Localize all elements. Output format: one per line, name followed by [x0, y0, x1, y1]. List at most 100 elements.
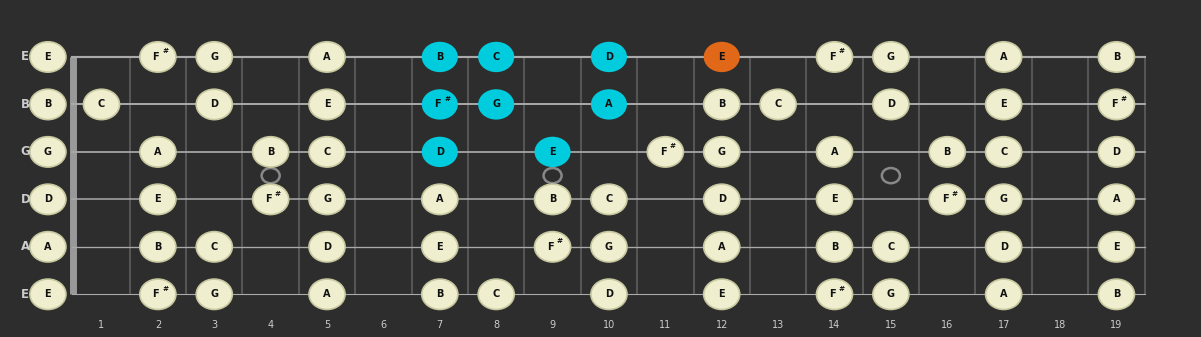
- Circle shape: [309, 42, 345, 72]
- Text: C: C: [605, 194, 613, 204]
- Text: #: #: [838, 48, 844, 54]
- Text: #: #: [838, 285, 844, 292]
- Text: F: F: [829, 289, 836, 299]
- Text: B: B: [1113, 52, 1121, 62]
- Circle shape: [139, 184, 175, 215]
- Circle shape: [422, 42, 458, 72]
- Text: 17: 17: [998, 320, 1010, 330]
- Text: E: E: [436, 242, 443, 252]
- Text: E: E: [22, 288, 29, 301]
- Text: F: F: [265, 194, 271, 204]
- Text: A: A: [323, 289, 330, 299]
- Text: C: C: [323, 147, 330, 157]
- Text: #: #: [670, 143, 676, 149]
- Circle shape: [309, 279, 345, 309]
- Text: B: B: [549, 194, 556, 204]
- Text: C: C: [210, 242, 217, 252]
- Circle shape: [252, 137, 288, 167]
- Text: A: A: [20, 240, 30, 253]
- Text: E: E: [44, 289, 52, 299]
- Text: B: B: [831, 242, 838, 252]
- Text: A: A: [154, 147, 162, 157]
- Circle shape: [591, 279, 627, 309]
- Circle shape: [83, 89, 120, 120]
- Text: F: F: [829, 52, 836, 62]
- Text: 5: 5: [324, 320, 330, 330]
- Text: G: G: [210, 52, 219, 62]
- Circle shape: [591, 89, 627, 120]
- Text: B: B: [154, 242, 162, 252]
- Text: A: A: [323, 52, 330, 62]
- Text: B: B: [944, 147, 951, 157]
- Text: 13: 13: [772, 320, 784, 330]
- Circle shape: [1099, 184, 1135, 215]
- Circle shape: [873, 232, 909, 262]
- Text: 19: 19: [1110, 320, 1123, 330]
- Circle shape: [873, 42, 909, 72]
- Circle shape: [591, 232, 627, 262]
- Text: A: A: [718, 242, 725, 252]
- Text: 3: 3: [211, 320, 217, 330]
- Text: E: E: [155, 194, 161, 204]
- Circle shape: [1099, 42, 1135, 72]
- Text: 16: 16: [942, 320, 954, 330]
- Text: #: #: [444, 96, 450, 102]
- Text: F: F: [435, 99, 441, 110]
- Text: D: D: [718, 194, 725, 204]
- Circle shape: [760, 89, 796, 120]
- Text: F: F: [546, 242, 554, 252]
- Text: 10: 10: [603, 320, 615, 330]
- Circle shape: [873, 279, 909, 309]
- Circle shape: [139, 42, 175, 72]
- Text: E: E: [1113, 242, 1119, 252]
- Text: D: D: [605, 52, 613, 62]
- Circle shape: [817, 137, 853, 167]
- Text: #: #: [1121, 96, 1127, 102]
- Text: #: #: [951, 191, 957, 197]
- Text: 15: 15: [885, 320, 897, 330]
- Circle shape: [986, 232, 1022, 262]
- Text: G: G: [605, 242, 613, 252]
- Circle shape: [478, 89, 514, 120]
- Circle shape: [139, 137, 175, 167]
- Circle shape: [309, 184, 345, 215]
- Circle shape: [647, 137, 683, 167]
- Text: G: G: [44, 147, 52, 157]
- Text: #: #: [162, 48, 168, 54]
- Circle shape: [196, 279, 232, 309]
- Circle shape: [986, 42, 1022, 72]
- Text: B: B: [267, 147, 274, 157]
- Text: E: E: [324, 99, 330, 110]
- Circle shape: [930, 184, 966, 215]
- Text: 7: 7: [437, 320, 443, 330]
- Circle shape: [704, 137, 740, 167]
- Circle shape: [30, 184, 66, 215]
- Text: A: A: [831, 147, 838, 157]
- Circle shape: [986, 279, 1022, 309]
- Circle shape: [591, 184, 627, 215]
- Text: #: #: [557, 238, 563, 244]
- Circle shape: [817, 184, 853, 215]
- Text: E: E: [22, 51, 29, 63]
- Circle shape: [986, 184, 1022, 215]
- Circle shape: [30, 89, 66, 120]
- Circle shape: [422, 89, 458, 120]
- Circle shape: [478, 42, 514, 72]
- Circle shape: [196, 89, 232, 120]
- Text: A: A: [605, 99, 613, 110]
- Circle shape: [704, 279, 740, 309]
- Text: 12: 12: [716, 320, 728, 330]
- Text: F: F: [659, 147, 667, 157]
- Circle shape: [196, 42, 232, 72]
- Text: A: A: [1000, 52, 1008, 62]
- Text: 1: 1: [98, 320, 104, 330]
- Circle shape: [422, 137, 458, 167]
- Circle shape: [1099, 137, 1135, 167]
- Text: D: D: [44, 194, 52, 204]
- Text: A: A: [1000, 289, 1008, 299]
- Text: D: D: [605, 289, 613, 299]
- Circle shape: [139, 279, 175, 309]
- Circle shape: [139, 232, 175, 262]
- Circle shape: [704, 42, 740, 72]
- Text: D: D: [436, 147, 444, 157]
